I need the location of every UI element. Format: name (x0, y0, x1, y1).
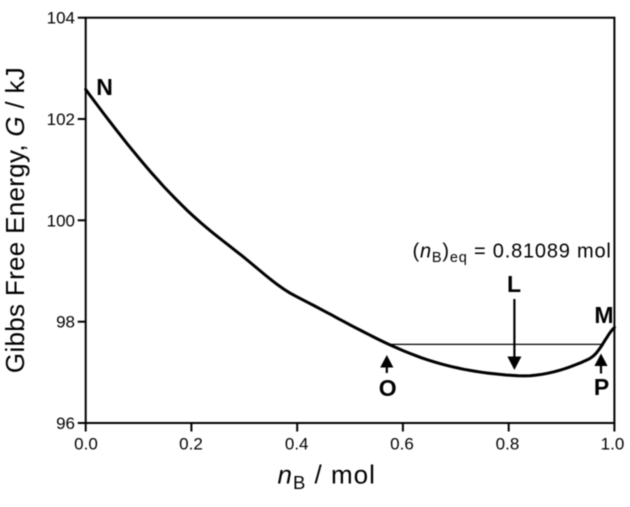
svg-text:0.4: 0.4 (285, 435, 309, 454)
svg-text:P: P (594, 374, 609, 400)
svg-text:nB / mol: nB / mol (278, 460, 376, 494)
svg-text:0.2: 0.2 (179, 435, 203, 454)
svg-text:0.8: 0.8 (496, 435, 520, 454)
svg-text:102: 102 (47, 110, 75, 129)
svg-text:1.0: 1.0 (601, 435, 625, 454)
svg-text:(nB)eq = 0.81089 mol: (nB)eq = 0.81089 mol (413, 241, 612, 267)
svg-text:96: 96 (56, 414, 75, 433)
svg-text:M: M (594, 302, 613, 328)
svg-text:0.6: 0.6 (390, 435, 414, 454)
svg-text:0.0: 0.0 (74, 435, 98, 454)
svg-text:Gibbs Free Energy, G / kJ: Gibbs Free Energy, G / kJ (0, 67, 30, 373)
svg-text:104: 104 (47, 9, 75, 28)
svg-text:100: 100 (47, 211, 75, 230)
svg-text:98: 98 (56, 313, 75, 332)
svg-text:O: O (379, 375, 397, 401)
svg-text:L: L (507, 271, 521, 297)
svg-text:N: N (96, 74, 113, 100)
